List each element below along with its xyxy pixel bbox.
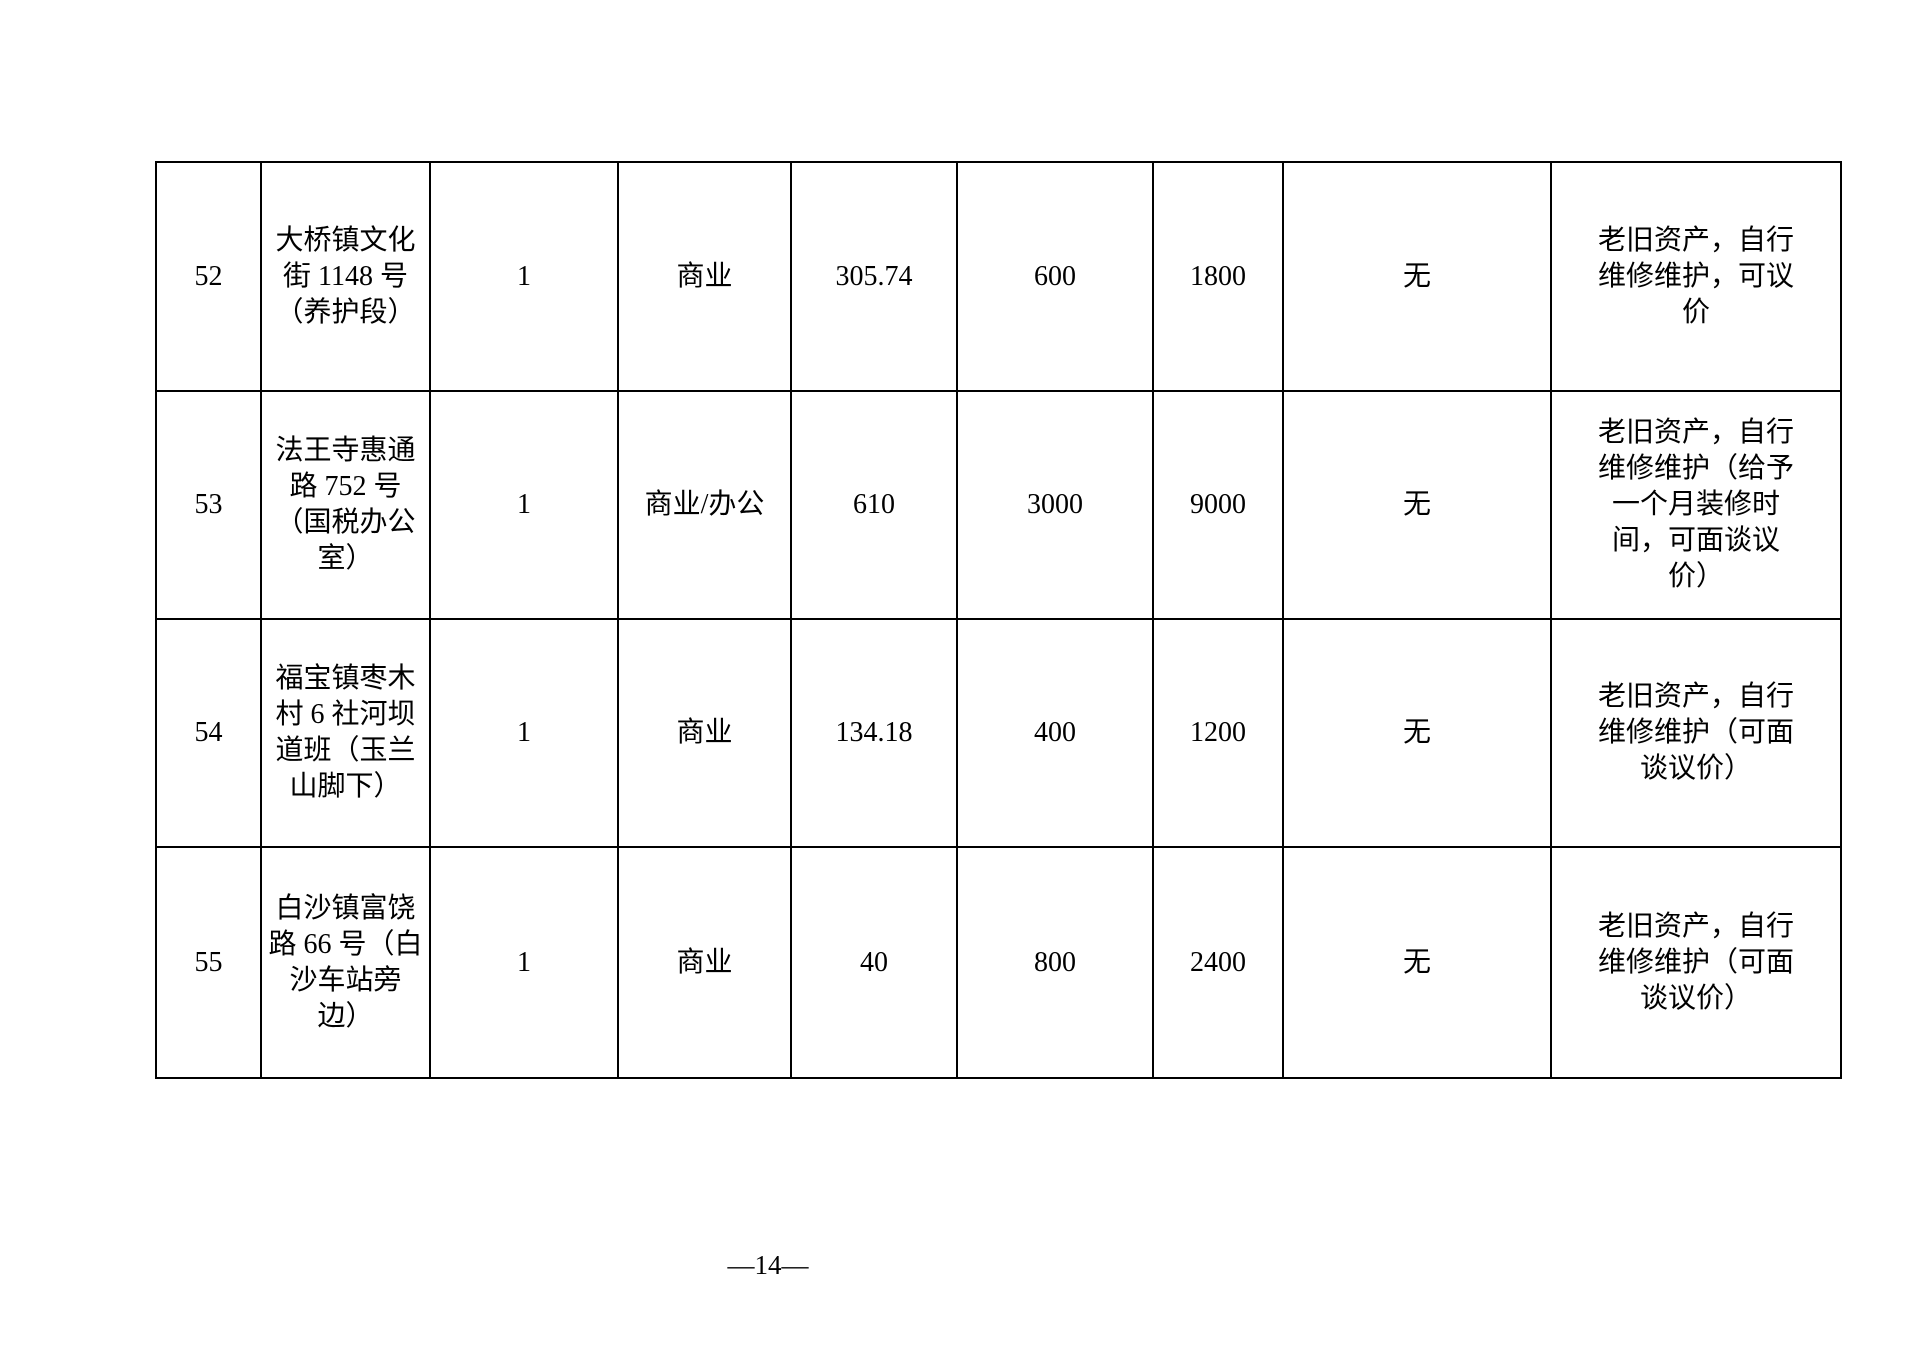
cell-value-2: 9000 (1152, 390, 1284, 620)
cell-area: 134.18 (790, 618, 958, 848)
cell-value-2: 1200 (1152, 618, 1284, 848)
cell-address: 大桥镇文化 街 1148 号 （养护段） (260, 161, 431, 392)
cell-quantity: 1 (429, 161, 619, 392)
cell-remarks: 老旧资产，自行 维修维护（可面 谈议价） (1550, 846, 1842, 1079)
cell-area: 305.74 (790, 161, 958, 392)
cell-value-1: 3000 (956, 390, 1154, 620)
cell-address: 法王寺惠通 路 752 号 （国税办公 室） (260, 390, 431, 620)
table-row: 53 法王寺惠通 路 752 号 （国税办公 室） 1 商业/办公 610 30… (155, 390, 1842, 620)
cell-encumbrance: 无 (1282, 390, 1552, 620)
table-row: 55 白沙镇富饶 路 66 号（白 沙车站旁 边） 1 商业 40 800 24… (155, 846, 1842, 1079)
cell-seq: 53 (155, 390, 262, 620)
cell-area: 40 (790, 846, 958, 1079)
cell-value-2: 2400 (1152, 846, 1284, 1079)
cell-remarks: 老旧资产，自行 维修维护（给予 一个月装修时 间，可面谈议 价） (1550, 390, 1842, 620)
cell-usage: 商业 (617, 846, 792, 1079)
cell-encumbrance: 无 (1282, 618, 1552, 848)
cell-remarks: 老旧资产，自行 维修维护，可议 价 (1550, 161, 1842, 392)
page-number: —14— (727, 1250, 809, 1280)
table-row: 52 大桥镇文化 街 1148 号 （养护段） 1 商业 305.74 600 … (155, 161, 1842, 392)
asset-table: 52 大桥镇文化 街 1148 号 （养护段） 1 商业 305.74 600 … (155, 161, 1842, 1079)
cell-seq: 55 (155, 846, 262, 1079)
cell-remarks: 老旧资产，自行 维修维护（可面 谈议价） (1550, 618, 1842, 848)
cell-usage: 商业 (617, 161, 792, 392)
cell-quantity: 1 (429, 846, 619, 1079)
cell-value-1: 600 (956, 161, 1154, 392)
cell-usage: 商业/办公 (617, 390, 792, 620)
cell-encumbrance: 无 (1282, 161, 1552, 392)
cell-encumbrance: 无 (1282, 846, 1552, 1079)
cell-address: 福宝镇枣木 村 6 社河坝 道班（玉兰 山脚下） (260, 618, 431, 848)
cell-area: 610 (790, 390, 958, 620)
cell-seq: 54 (155, 618, 262, 848)
cell-quantity: 1 (429, 618, 619, 848)
table-row: 54 福宝镇枣木 村 6 社河坝 道班（玉兰 山脚下） 1 商业 134.18 … (155, 618, 1842, 848)
cell-value-1: 400 (956, 618, 1154, 848)
cell-seq: 52 (155, 161, 262, 392)
cell-value-2: 1800 (1152, 161, 1284, 392)
cell-address: 白沙镇富饶 路 66 号（白 沙车站旁 边） (260, 846, 431, 1079)
cell-value-1: 800 (956, 846, 1154, 1079)
cell-usage: 商业 (617, 618, 792, 848)
cell-quantity: 1 (429, 390, 619, 620)
